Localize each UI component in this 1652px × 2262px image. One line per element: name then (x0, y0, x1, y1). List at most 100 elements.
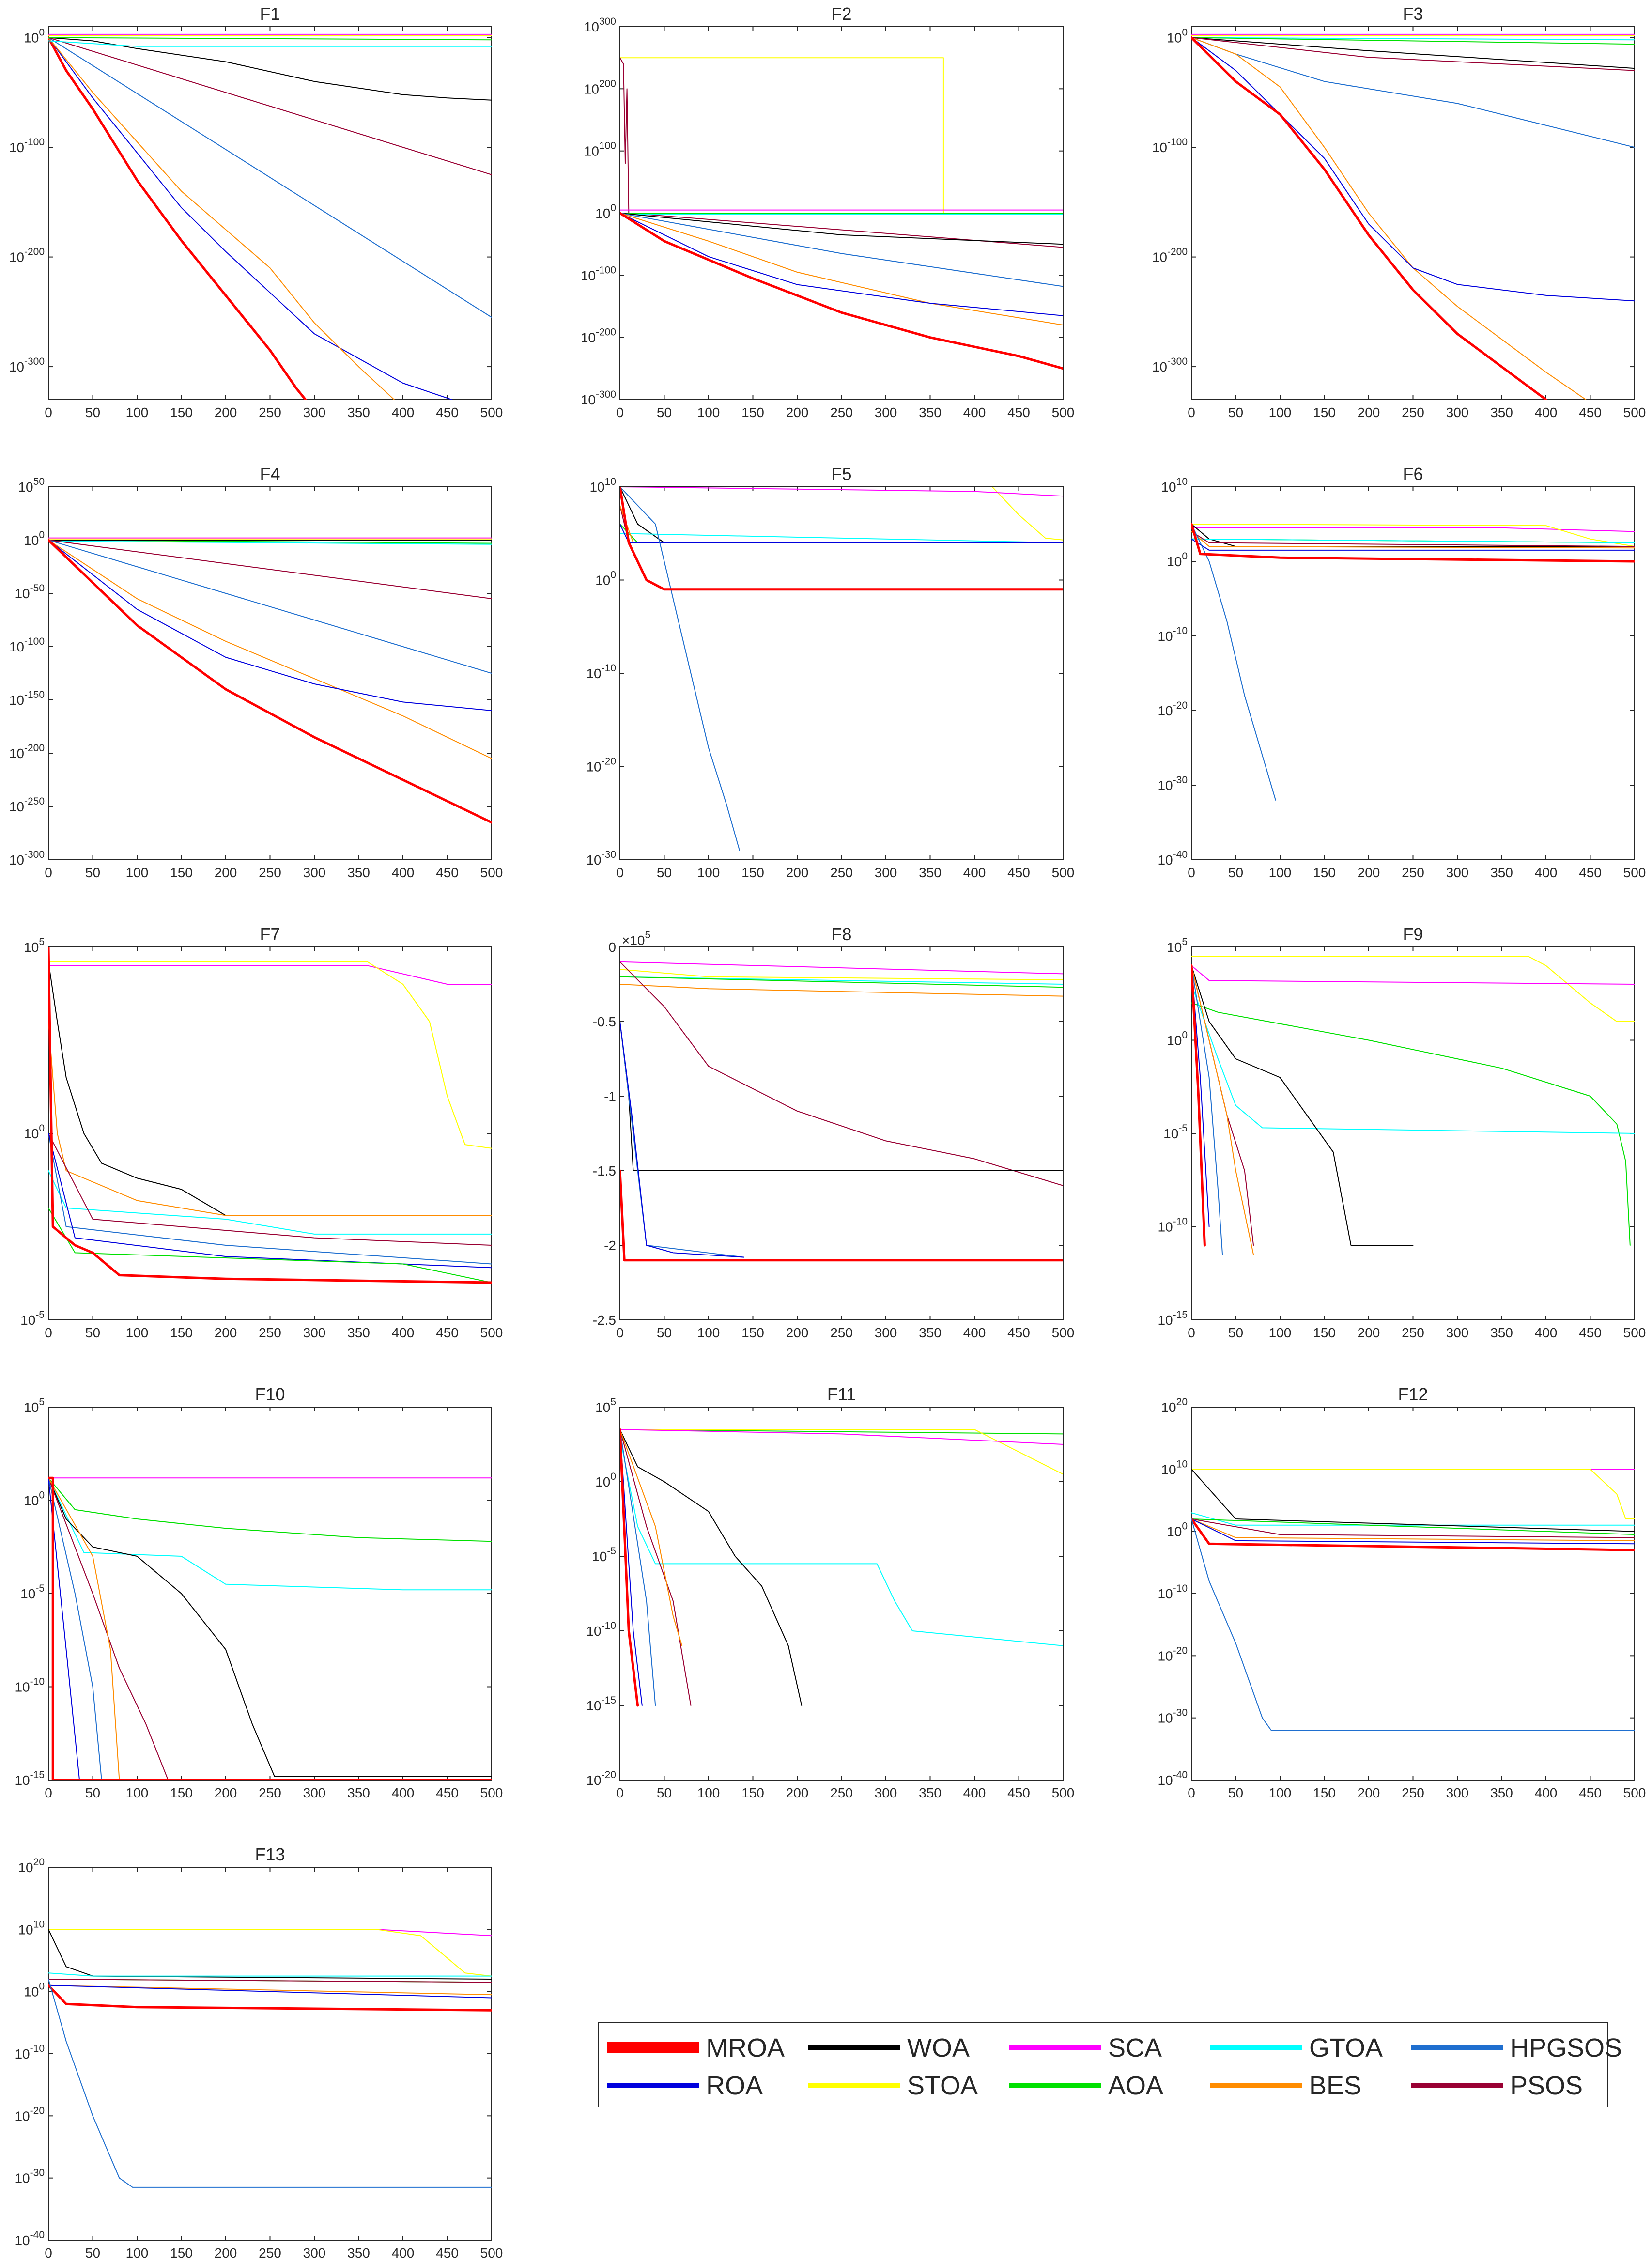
x-tick-label: 150 (741, 405, 764, 420)
panel-f2: F2 0 50 100 150 200 250 300 350 400 450 500 10300 102… (581, 4, 1075, 420)
x-tick-label: 350 (347, 405, 370, 420)
y-tick-label: 10-300 (9, 849, 45, 868)
series-line-bes (48, 1984, 492, 1996)
x-tick-label: 0 (45, 2246, 52, 2261)
y-tick-label: 0 (608, 940, 616, 955)
y-tick-label: 105 (24, 1396, 45, 1415)
legend-label-roa: ROA (706, 2071, 763, 2100)
x-tick-label: 0 (45, 865, 52, 880)
x-tick-label: 250 (830, 1325, 853, 1340)
series-line-woa (1191, 965, 1414, 1246)
y-tick-label: 1050 (18, 476, 45, 495)
x-tick-label: 300 (1446, 1785, 1469, 1800)
y-tick-label: 10-10 (586, 663, 616, 681)
series-line-bes (48, 37, 395, 400)
x-tick-label: 300 (875, 1785, 897, 1800)
plot-area (1191, 1407, 1635, 1781)
x-tick-label: 100 (126, 405, 149, 420)
x-tick-label: 150 (741, 1785, 764, 1800)
x-tick-label: 300 (1446, 865, 1469, 880)
plot-area (48, 946, 492, 1320)
x-tick-label: 300 (875, 1325, 897, 1340)
x-tick-label: 350 (347, 1325, 370, 1340)
y-tick-label: 10-200 (9, 743, 45, 761)
series-line-roa (620, 213, 1063, 316)
x-tick-label: 0 (1188, 865, 1195, 880)
series-line-roa (620, 1429, 643, 1706)
panel-title: F6 (1403, 464, 1423, 484)
x-tick-label: 250 (1402, 865, 1424, 880)
y-tick-label: 100 (595, 202, 616, 221)
x-tick-label: 0 (1188, 1785, 1195, 1800)
series-line-mroa (48, 1476, 492, 1780)
y-tick-label: 10-30 (586, 849, 616, 868)
panel-title: F12 (1398, 1384, 1428, 1404)
series-line-bes (620, 984, 1063, 997)
series-line-psos (1191, 531, 1635, 547)
x-tick-label: 450 (1579, 1325, 1602, 1340)
panel-title: F11 (827, 1384, 856, 1404)
x-tick-label: 250 (259, 405, 281, 420)
series-line-hpgsos (48, 1979, 492, 2188)
x-tick-label: 50 (1228, 1785, 1243, 1800)
y-tick-label: 100 (1167, 1521, 1188, 1539)
y-tick-label: 100 (24, 1981, 45, 1999)
series-line-bes (1191, 37, 1587, 400)
series-line-mroa (1191, 523, 1635, 563)
panel-title: F2 (831, 4, 851, 24)
x-tick-label: 100 (697, 1785, 720, 1800)
y-tick-label: 10-20 (1158, 1645, 1188, 1663)
y-tick-label: 10-20 (586, 1769, 616, 1788)
x-tick-label: 100 (1269, 865, 1292, 880)
series-line-gtoa (48, 1972, 492, 1977)
x-tick-label: 250 (830, 865, 853, 880)
series-line-aoa (1191, 1518, 1635, 1535)
x-tick-label: 500 (480, 1325, 503, 1340)
y-tick-label: 10300 (584, 16, 616, 34)
legend-label-stoa: STOA (907, 2071, 978, 2100)
x-tick-label: 0 (45, 1325, 52, 1340)
x-tick-label: 450 (436, 1785, 459, 1800)
x-tick-label: 450 (1579, 1785, 1602, 1800)
x-tick-label: 350 (1490, 405, 1513, 420)
panel-title: F9 (1403, 924, 1423, 944)
x-tick-label: 0 (1188, 405, 1195, 420)
series-line-aoa (1191, 37, 1635, 45)
series-line-woa (48, 1929, 492, 1980)
series-line-gtoa (48, 1477, 492, 1591)
y-tick-label: -2.5 (593, 1313, 616, 1328)
x-tick-label: 500 (1052, 405, 1075, 420)
series-line-stoa (620, 1429, 1063, 1475)
series-line-roa (48, 540, 492, 711)
x-tick-label: 450 (436, 1325, 459, 1340)
x-tick-label: 200 (215, 1325, 237, 1340)
series-line-gtoa (1191, 1512, 1635, 1526)
series-line-aoa (48, 540, 492, 544)
x-tick-label: 400 (963, 1785, 986, 1800)
series-line-mroa (1191, 36, 1547, 400)
x-tick-label: 450 (1007, 1785, 1030, 1800)
x-tick-label: 50 (657, 1325, 672, 1340)
series-line-stoa (1191, 956, 1635, 1022)
x-tick-label: 200 (215, 2246, 237, 2261)
x-tick-label: 150 (170, 2246, 193, 2261)
series-group (48, 1929, 492, 2188)
x-tick-label: 150 (1313, 1325, 1336, 1340)
y-tick-label: -1.5 (593, 1163, 616, 1178)
series-line-bes (620, 213, 1063, 325)
x-tick-label: 500 (1623, 865, 1646, 880)
series-line-gtoa (620, 976, 1063, 985)
series-group (1191, 33, 1635, 400)
x-tick-label: 0 (616, 1785, 624, 1800)
y-tick-label: -0.5 (593, 1014, 616, 1029)
plot-area (48, 1867, 492, 2241)
x-tick-label: 150 (170, 865, 193, 880)
x-tick-label: 200 (1358, 405, 1380, 420)
panel-f8: F8 0 50 100 150 200 250 300 350 400 450 500 0 -0.5 -1 -… (593, 924, 1075, 1340)
series-line-psos (620, 1429, 692, 1706)
plot-area (1191, 946, 1635, 1320)
series-line-bes (48, 540, 492, 759)
y-tick-label: 10-20 (1158, 700, 1188, 718)
x-tick-label: 500 (1052, 865, 1075, 880)
